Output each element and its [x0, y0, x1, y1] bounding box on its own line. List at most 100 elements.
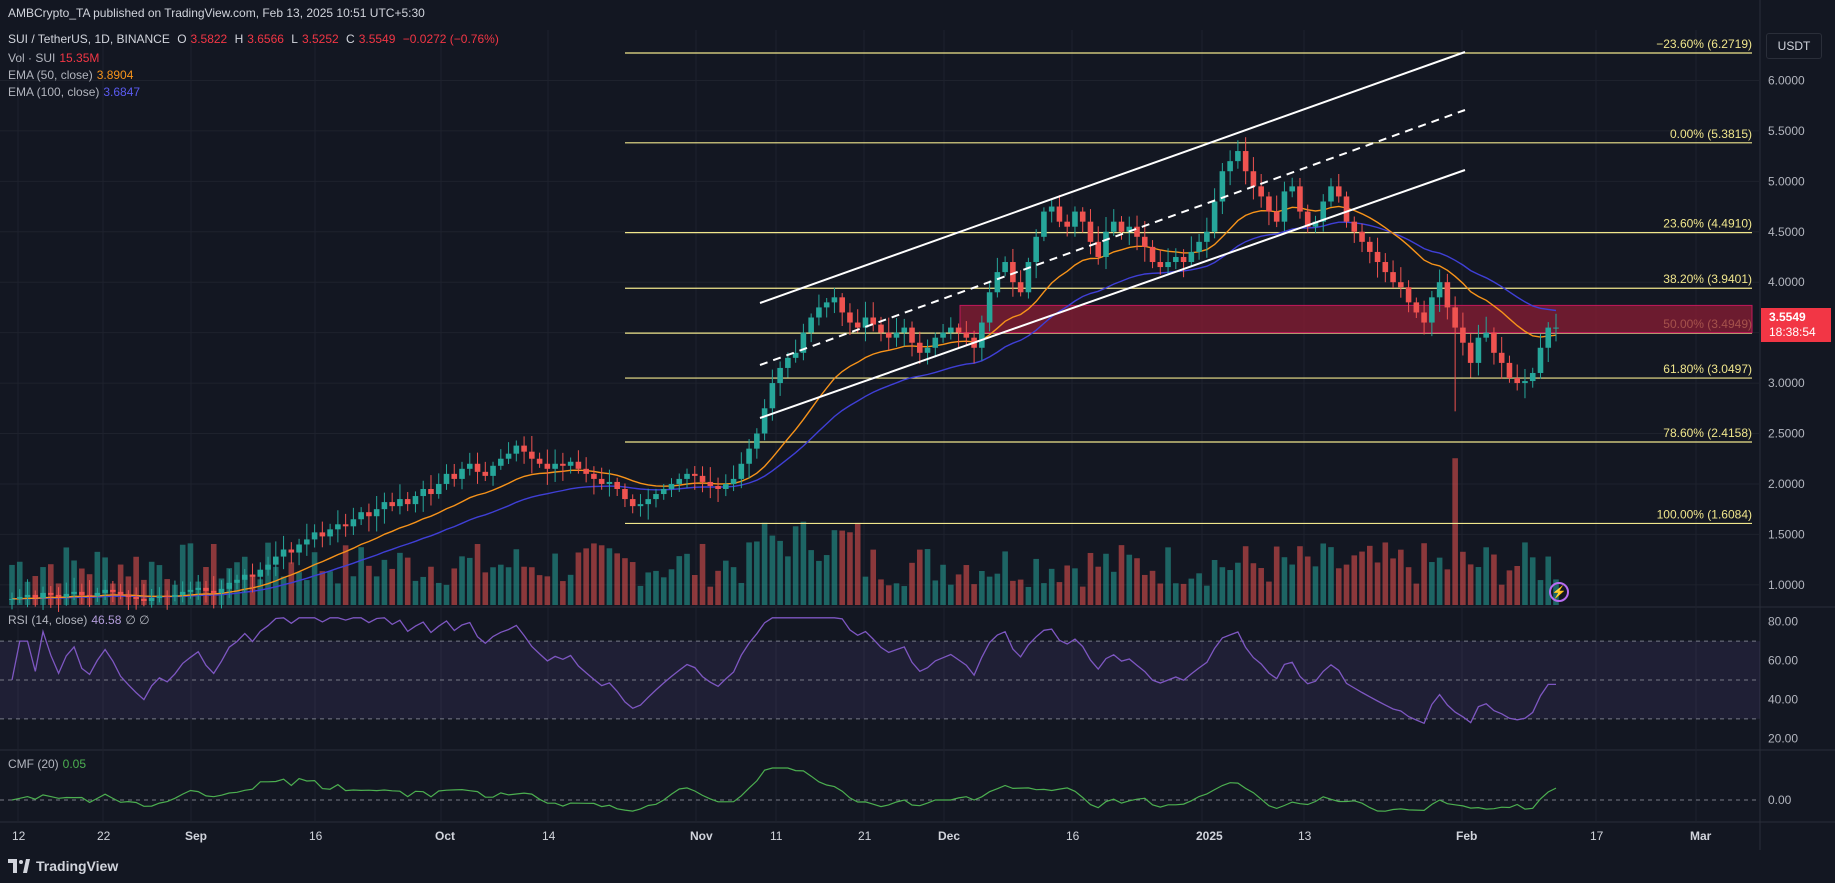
ema100-value: 3.6847 — [103, 85, 141, 99]
candle-body — [1553, 327, 1559, 329]
symbol-label[interactable]: SUI / TetherUS, 1D, BINANCE — [8, 32, 170, 46]
close-label: C — [346, 32, 355, 46]
cmf-line — [11, 767, 1557, 812]
candle-body — [1374, 251, 1381, 263]
candle-body — [754, 433, 760, 449]
candle-body — [1452, 307, 1458, 328]
volume-bar — [653, 570, 659, 605]
candle-body — [218, 588, 225, 593]
candle-body — [249, 574, 256, 577]
currency-button[interactable]: USDT — [1766, 33, 1822, 59]
volume-bar — [1320, 543, 1327, 605]
volume-bar — [1180, 583, 1187, 605]
volume-bar — [816, 560, 822, 605]
volume-bar — [381, 559, 388, 605]
rsi-label: RSI (14, close) — [8, 613, 88, 627]
candle-body — [808, 317, 814, 333]
price-tick-label: 1.0000 — [1768, 578, 1805, 592]
candle-body — [397, 499, 403, 507]
volume-bar — [792, 526, 799, 605]
volume-bar — [598, 545, 605, 605]
candle-body — [847, 312, 853, 323]
volume-bar — [746, 542, 752, 605]
brand-label: TradingView — [36, 858, 119, 874]
candle-body — [1281, 191, 1288, 222]
candle-body — [1297, 186, 1303, 212]
volume-bar — [676, 556, 683, 605]
volume-bar — [373, 576, 380, 605]
rsi-legend[interactable]: RSI (14, close) 46.58 ∅ ∅ — [8, 613, 154, 627]
cmf-legend[interactable]: CMF (20) 0.05 — [8, 757, 90, 771]
volume-bar — [575, 552, 582, 605]
time-tick-label: Dec — [938, 829, 960, 843]
volume-bar — [1537, 580, 1544, 605]
cmf-label: CMF (20) — [8, 757, 59, 771]
candle-body — [1227, 161, 1233, 172]
candle-body — [373, 509, 380, 517]
volume-bar — [1258, 568, 1264, 605]
price-tick-label: 4.0000 — [1768, 275, 1805, 289]
candle-body — [1017, 282, 1024, 293]
candle-body — [79, 591, 85, 595]
candle-body — [304, 539, 310, 545]
candle-body — [1118, 221, 1125, 232]
candle-body — [1064, 221, 1070, 227]
candle-body — [785, 357, 791, 368]
candle-body — [1545, 327, 1552, 348]
volume-bar — [979, 570, 985, 605]
ema50-legend[interactable]: EMA (50, close) 3.8904 — [8, 68, 137, 82]
time-tick-label: 13 — [1298, 829, 1312, 843]
candle-body — [986, 292, 993, 323]
volume-bar — [1522, 542, 1528, 605]
volume-bar — [885, 585, 892, 605]
volume-bar — [552, 553, 558, 605]
volume-bar — [1529, 557, 1536, 605]
volume-bar — [1141, 574, 1148, 605]
candle-body — [575, 461, 582, 469]
time-tick-label: 21 — [858, 829, 872, 843]
lightning-icon[interactable]: ⚡ — [1549, 582, 1569, 602]
volume-bar — [1297, 546, 1303, 605]
candle-body — [893, 332, 900, 338]
ema50-line — [11, 205, 1557, 600]
volume-bar — [1506, 570, 1513, 605]
volume-bar — [1219, 567, 1226, 605]
time-tick-label: 16 — [309, 829, 323, 843]
candle-body — [102, 589, 108, 593]
candle-body — [1343, 196, 1350, 222]
volume-bar — [808, 550, 814, 605]
candle-body — [1165, 262, 1171, 268]
candle-body — [862, 317, 869, 328]
volume-bar — [1483, 547, 1489, 605]
candle-body — [1180, 256, 1187, 263]
volume-bar — [901, 586, 908, 605]
ema100-legend[interactable]: EMA (100, close) 3.6847 — [8, 85, 144, 99]
rsi-tick-label: 40.00 — [1768, 692, 1798, 706]
volume-bar — [994, 573, 1001, 605]
candle-body — [521, 445, 527, 452]
volume-bar — [1227, 570, 1233, 605]
candle-body — [389, 502, 395, 507]
candle-body — [924, 347, 931, 353]
volume-bar — [1017, 579, 1024, 605]
ema100-label: EMA (100, close) — [8, 85, 100, 99]
volume-bar — [1359, 551, 1365, 605]
volume-bar — [622, 558, 628, 605]
candle-body — [1498, 352, 1505, 363]
candle-body — [1475, 337, 1482, 363]
candle-body — [117, 591, 124, 595]
tradingview-footer[interactable]: TradingView — [8, 858, 118, 874]
candle-body — [86, 594, 93, 596]
price-tick-label: 4.5000 — [1768, 225, 1805, 239]
candle-body — [1359, 231, 1365, 242]
volume-bar — [963, 565, 970, 605]
candle-body — [691, 473, 698, 476]
candle-body — [707, 481, 714, 486]
rsi-tick-label: 80.00 — [1768, 615, 1798, 629]
candle-body — [257, 569, 264, 577]
volume-bar — [637, 585, 644, 605]
candle-body — [1056, 206, 1063, 222]
volume-legend[interactable]: Vol · SUI 15.35M — [8, 51, 103, 65]
candle-body — [280, 549, 287, 557]
